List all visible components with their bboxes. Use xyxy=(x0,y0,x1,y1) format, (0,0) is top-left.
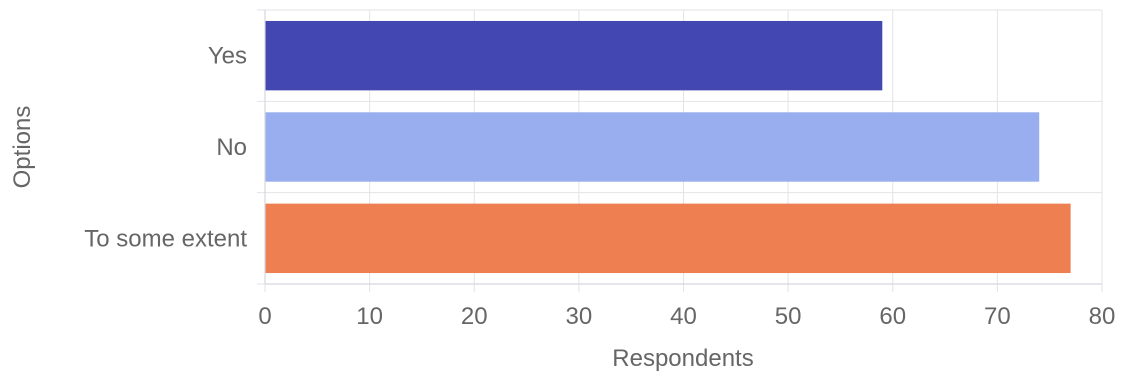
bars-layer xyxy=(265,20,1071,274)
bar-to-some-extent xyxy=(265,203,1071,274)
x-tick-label: 30 xyxy=(566,303,593,330)
x-tick-label: 40 xyxy=(670,303,697,330)
x-tick-label: 80 xyxy=(1089,303,1116,330)
x-tick-label: 0 xyxy=(258,303,271,330)
y-axis-title: Options xyxy=(9,106,36,189)
y-tick-label: No xyxy=(216,134,247,161)
x-tick-label: 10 xyxy=(356,303,383,330)
x-tick-label: 60 xyxy=(879,303,906,330)
x-axis-title: Respondents xyxy=(612,345,753,372)
y-tick-label: To some extent xyxy=(84,225,247,252)
x-tick-label: 70 xyxy=(984,303,1011,330)
axis-layer: 0 10 20 30 40 50 60 70 80 Yes No To some extent xyxy=(84,10,1115,330)
x-tick-label: 50 xyxy=(775,303,802,330)
y-tick-label: Yes xyxy=(208,43,247,70)
x-tick-label: 20 xyxy=(461,303,488,330)
bar-no xyxy=(265,112,1040,182)
bar-yes xyxy=(265,20,883,91)
